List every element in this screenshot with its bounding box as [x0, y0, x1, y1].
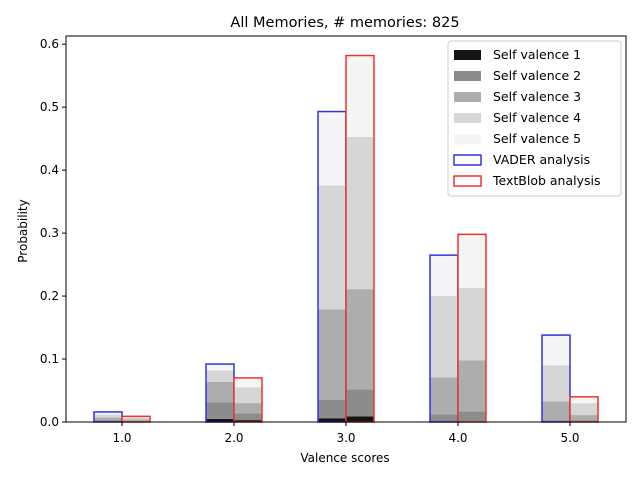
bar-segment-vader-analysis-2.0-valence-2: [206, 402, 234, 419]
bar-segment-textblob-analysis-4.0-valence-5: [458, 234, 486, 288]
y-tick-label: 0.3: [40, 226, 59, 240]
bar-segment-vader-analysis-2.0-valence-3: [206, 381, 234, 403]
bar-segment-vader-analysis-1.0-valence-3: [94, 417, 122, 421]
bar-segment-vader-analysis-5.0-valence-4: [542, 365, 570, 402]
legend-swatch: [454, 113, 481, 123]
legend-label: Self valence 4: [493, 110, 581, 125]
legend-swatch: [453, 154, 482, 166]
legend-box: [447, 40, 622, 197]
bar-segment-textblob-analysis-1.0-valence-3: [122, 419, 150, 421]
bar-segment-textblob-analysis-4.0-valence-4: [458, 287, 486, 361]
legend-label: Self valence 5: [493, 131, 581, 146]
x-tick-label: 3.0: [336, 431, 355, 445]
bar-segment-vader-analysis-4.0-valence-5: [430, 255, 458, 297]
bar-segment-textblob-analysis-3.0-valence-1: [346, 416, 374, 422]
y-tick-label: 0.2: [40, 289, 59, 303]
x-tick-label: 2.0: [224, 431, 243, 445]
bars-layer: [93, 54, 599, 423]
legend-label: TextBlob analysis: [492, 173, 601, 188]
y-tick-label: 0.6: [40, 37, 59, 51]
legend-swatch: [453, 175, 482, 187]
bar-segment-textblob-analysis-2.0-valence-5: [234, 377, 262, 388]
bar-segment-vader-analysis-3.0-valence-1: [318, 418, 346, 422]
bar-segment-textblob-analysis-4.0-valence-2: [458, 411, 486, 422]
x-tick-label: 5.0: [560, 431, 579, 445]
bar-segment-vader-analysis-1.0-valence-4: [94, 414, 122, 418]
y-tick-label: 0.0: [40, 415, 59, 429]
bar-segment-vader-analysis-3.0-valence-3: [318, 309, 346, 400]
legend-swatch: [454, 50, 481, 60]
legend-label: Self valence 1: [493, 47, 581, 62]
bar-segment-vader-analysis-4.0-valence-2: [430, 414, 458, 422]
bar-segment-textblob-analysis-4.0-valence-3: [458, 360, 486, 412]
bar-segment-vader-analysis-2.0-valence-1: [206, 418, 234, 422]
legend-label: Self valence 2: [493, 68, 581, 83]
bar-segment-textblob-analysis-2.0-valence-3: [234, 403, 262, 414]
bar-segment-textblob-analysis-3.0-valence-2: [346, 389, 374, 417]
legend-label: VADER analysis: [493, 152, 590, 167]
bar-segment-vader-analysis-4.0-valence-4: [430, 296, 458, 378]
bar-segment-vader-analysis-4.0-valence-3: [430, 377, 458, 415]
bar-segment-vader-analysis-5.0-valence-2: [542, 420, 570, 422]
bar-segment-textblob-analysis-5.0-valence-5: [570, 396, 598, 404]
bar-segment-textblob-analysis-5.0-valence-3: [570, 415, 598, 421]
y-tick-label: 0.1: [40, 352, 59, 366]
axes-layer: 0.0 0.1 0.2 0.3 0.4 0.5 0.6 1.0 2.0 3.0 4.0 5.0: [40, 35, 627, 445]
bar-segment-vader-analysis-3.0-valence-5: [318, 111, 346, 186]
bar-segment-textblob-analysis-2.0-valence-1: [234, 420, 262, 422]
legend-swatch: [454, 134, 481, 144]
x-tick-label: 4.0: [448, 431, 467, 445]
legend: Self valence 1 Self valence 2 Self valence…: [447, 40, 622, 197]
bar-segment-vader-analysis-2.0-valence-5: [206, 364, 234, 371]
y-tick-label: 0.5: [40, 100, 59, 114]
chart-title: All Memories, # memories: 825: [230, 15, 459, 31]
bar-segment-vader-analysis-3.0-valence-4: [318, 185, 346, 310]
legend-swatch: [454, 92, 481, 102]
bar-segment-textblob-analysis-2.0-valence-2: [234, 413, 262, 421]
bar-segment-textblob-analysis-3.0-valence-3: [346, 289, 374, 390]
bar-segment-vader-analysis-3.0-valence-2: [318, 399, 346, 419]
bar-segment-textblob-analysis-2.0-valence-4: [234, 387, 262, 404]
x-tick-label: 1.0: [112, 431, 131, 445]
bar-segment-textblob-analysis-1.0-valence-4: [122, 417, 150, 420]
bar-segment-textblob-analysis-5.0-valence-4: [570, 403, 598, 416]
bar-segment-textblob-analysis-3.0-valence-4: [346, 136, 374, 290]
bar-segment-vader-analysis-2.0-valence-4: [206, 370, 234, 382]
bar-segment-vader-analysis-5.0-valence-3: [542, 401, 570, 421]
legend-swatch: [454, 71, 481, 81]
y-tick-label: 0.4: [40, 163, 59, 177]
bar-segment-vader-analysis-1.0-valence-2: [94, 420, 122, 422]
bar-segment-vader-analysis-5.0-valence-5: [542, 335, 570, 366]
bar-segment-textblob-analysis-5.0-valence-2: [570, 420, 598, 422]
x-axis-label: Valence scores: [300, 451, 389, 465]
y-axis-label: Probability: [16, 199, 30, 262]
bar-segment-textblob-analysis-3.0-valence-5: [346, 55, 374, 137]
legend-label: Self valence 3: [493, 89, 581, 104]
bar-segment-vader-analysis-1.0-valence-5: [94, 411, 122, 415]
